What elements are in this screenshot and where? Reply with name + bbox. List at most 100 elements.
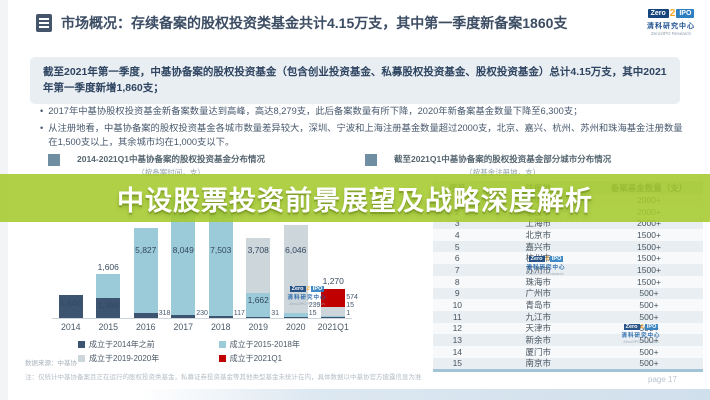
bar-segment — [133, 228, 158, 314]
table-cell: 15 — [452, 358, 463, 369]
logo-en-name: Zero2IPO Research — [650, 31, 692, 36]
legend-swatch-icon — [78, 355, 85, 362]
bar-value-label: 15 — [346, 302, 355, 309]
bullet-text: 从注册地看，中基协备案的股权投资基金各城市数量差异较大，深圳、宁波和上海注册基金… — [48, 122, 683, 147]
table-cell: 5 — [454, 241, 460, 252]
bar-value-label: 1,546 — [60, 297, 82, 308]
bar-value-label: 3,708 — [247, 244, 269, 255]
watermark-part: 2 — [545, 256, 549, 262]
legend-item: 成立于2021Q1 — [218, 353, 365, 364]
table-cell: 9 — [454, 288, 460, 299]
zero2ipo-logo: Zero 2 IPO 清科研究中心 Zero2IPO Research — [642, 8, 700, 36]
watermark-part: Zero — [528, 256, 545, 262]
table-cell: 九江市 — [525, 311, 552, 322]
logo-part-ipo: IPO — [676, 9, 695, 18]
legend-item: 成立于2019-2020年 — [60, 353, 219, 364]
bar-segment — [246, 316, 271, 318]
table-section-head: 截至2021Q1中基协备案的股权投资基金部分城市分布情况 （按基金注册地，支） — [365, 153, 705, 178]
bar-segment — [171, 314, 196, 318]
table-title: 截至2021Q1中基协备案的股权投资基金部分城市分布情况 — [394, 154, 612, 164]
bar-value-label: 15 — [308, 310, 317, 317]
watermark-part: IPO — [310, 286, 325, 292]
footnote: 注：仅统计中基协备案且正在运行的股权投资类基金，私募证券投资基金等其他类型基金未… — [25, 374, 422, 381]
section-marker-icon — [48, 154, 60, 166]
bullet-list: • 2017年中基协股权投资基金新备案数量达到高峰，高达8,279支，此后备案数量… — [40, 105, 690, 153]
table-cell: 500+ — [639, 358, 659, 369]
legend-swatch-icon — [218, 341, 226, 348]
bullet-dot-icon: • — [40, 122, 44, 133]
logo-cn-name: 清科研究中心 — [647, 23, 695, 30]
bar-segment — [283, 316, 308, 318]
bullet-dot-icon: • — [40, 106, 44, 116]
watermark-part: 2 — [306, 286, 310, 292]
table-cell: 1500+ — [637, 241, 661, 252]
bar-segment — [208, 206, 233, 317]
bar-value-label: 574 — [346, 294, 358, 301]
bar-value-label: 1,399 — [97, 300, 119, 311]
page-title: 市场概况：存续备案的股权投资类基金共计4.15万支，其中第一季度新备案1860支 — [61, 15, 568, 31]
table-cell: 500+ — [639, 335, 659, 346]
logo-wordmark: Zero 2 IPO — [642, 8, 700, 19]
brand-watermark: Zero 2 IPO 清科研究中心 Zero2IPO Research — [515, 256, 577, 276]
bar-segment — [321, 307, 346, 316]
watermark-en: Zero2IPO Research — [528, 271, 564, 276]
bar-segment — [283, 313, 308, 317]
bar-segment — [246, 292, 271, 317]
x-axis-label: 2019 — [248, 322, 269, 332]
table-cell: 10 — [452, 300, 463, 311]
table-cell: 12 — [452, 323, 463, 334]
x-axis-label: 2021Q1 — [317, 322, 349, 332]
table-row: 5 嘉兴市 1500+ — [433, 240, 703, 253]
slide-header: 市场概况：存续备案的股权投资类基金共计4.15万支，其中第一季度新备案1860支 — [36, 13, 567, 33]
table-cell: 4 — [454, 229, 460, 240]
table-cell: 广州市 — [525, 288, 552, 299]
bar-value-label: 1,270 — [322, 276, 344, 287]
table-cell: 11 — [452, 311, 462, 322]
bar-value-label: 239 — [308, 302, 321, 309]
table-row: 11 九江市 500+ — [433, 310, 703, 323]
watermark-part: Zero — [623, 324, 640, 330]
bar-segment — [58, 295, 83, 318]
chart-section-head: 2014-2021Q1中基协备案的股权投资基金分布情况 （按备案时间，支） — [30, 153, 412, 178]
section-marker-icon — [365, 154, 377, 166]
chart-title: 2014-2021Q1中基协备案的股权投资基金分布情况 — [77, 154, 265, 164]
legend-item: 成立于2014年之前 — [60, 339, 219, 350]
bar-value-label: 7,503 — [210, 244, 232, 255]
table-row: 14 厦门市 500+ — [433, 345, 703, 358]
legend-label: 成立于2019-2020年 — [89, 354, 160, 363]
watermark-cn: 清科研究中心 — [287, 295, 327, 301]
chart-section: 2014-2021Q1中基协备案的股权投资基金分布情况 （按备案时间，支） 1,… — [30, 153, 412, 364]
legend-swatch-icon — [78, 341, 85, 348]
watermark-part: IPO — [549, 256, 564, 262]
table-cell: 南京市 — [525, 358, 552, 369]
bar-segment — [283, 225, 308, 314]
bar-segment — [321, 315, 346, 317]
table-cell: 苏州市 — [525, 264, 552, 275]
table-cell: 8 — [454, 276, 460, 287]
headline-overlay: 中设股票投资前景展望及战略深度解析 — [0, 174, 710, 222]
x-axis-label: 2016 — [135, 322, 156, 332]
table-cell: 1500+ — [637, 229, 661, 240]
bar-value-label: 230 — [196, 310, 208, 317]
table-subtitle: （按基金注册地，支） — [465, 168, 541, 177]
table-cell: 青岛市 — [525, 300, 552, 311]
table-cell: 1500+ — [637, 264, 661, 275]
table-cell: 7 — [454, 264, 460, 275]
legend-label: 成立于2021Q1 — [229, 354, 283, 363]
bar-value-label: 8,049 — [172, 244, 194, 255]
table-row: 3 上海市 2000+ — [433, 217, 703, 230]
table-cell: 新余市 — [525, 335, 552, 346]
legend-swatch-icon — [218, 355, 226, 362]
table-cell: 500+ — [639, 300, 659, 311]
bullet-item: • 2017年中基协股权投资基金新备案数量达到高峰，高达8,279支，此后备案数量… — [40, 105, 690, 119]
table-row: 4 北京市 1500+ — [433, 229, 703, 241]
table-cell: 上海市 — [525, 218, 552, 229]
bar-segment — [321, 288, 346, 308]
table-cell: 天津市 — [525, 323, 552, 334]
table-row: 15 南京市 500+ — [433, 357, 703, 370]
table-cell: 厦门市 — [525, 346, 552, 357]
table-cell: 3 — [454, 218, 460, 229]
bar-value-label: 1,606 — [97, 261, 119, 272]
page-number: page 17 — [648, 375, 677, 384]
